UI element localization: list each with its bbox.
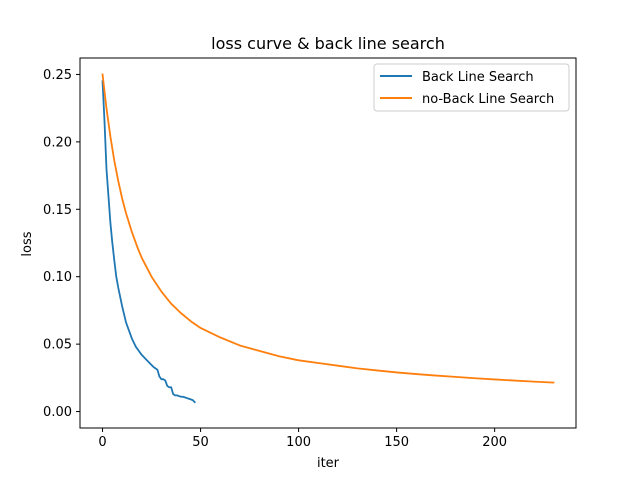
y-axis-label: loss	[20, 231, 35, 256]
y-tick-label: 0.15	[43, 203, 72, 218]
axes-frame	[79, 57, 577, 429]
y-tick-label: 0.00	[43, 405, 72, 420]
x-tick-label: 100	[286, 435, 311, 450]
x-axis-label: iter	[317, 456, 340, 471]
y-tick-label: 0.25	[43, 68, 72, 83]
legend-label-no-back-line-search: no-Back Line Search	[422, 92, 554, 107]
y-tick-label: 0.10	[43, 270, 72, 285]
x-tick-label: 200	[482, 435, 507, 450]
y-tick-label: 0.20	[43, 135, 72, 150]
legend-box	[373, 63, 570, 112]
x-tick-label: 0	[98, 435, 106, 450]
x-tick-label: 50	[192, 435, 209, 450]
series-line-no-back-line-search	[101, 73, 555, 384]
x-tick-label: 150	[384, 435, 409, 450]
plot-area	[101, 73, 555, 404]
chart-title: loss curve & back line search	[211, 34, 445, 53]
y-tick-label: 0.05	[43, 338, 72, 353]
legend: Back Line Search no-Back Line Search	[373, 63, 570, 112]
legend-label-back-line-search: Back Line Search	[422, 70, 534, 85]
axes: 0 50 100 150 200 0.00 0.05 0.10 0.15 0.20 0.25	[43, 57, 577, 450]
series-line-back-line-search	[101, 80, 196, 404]
